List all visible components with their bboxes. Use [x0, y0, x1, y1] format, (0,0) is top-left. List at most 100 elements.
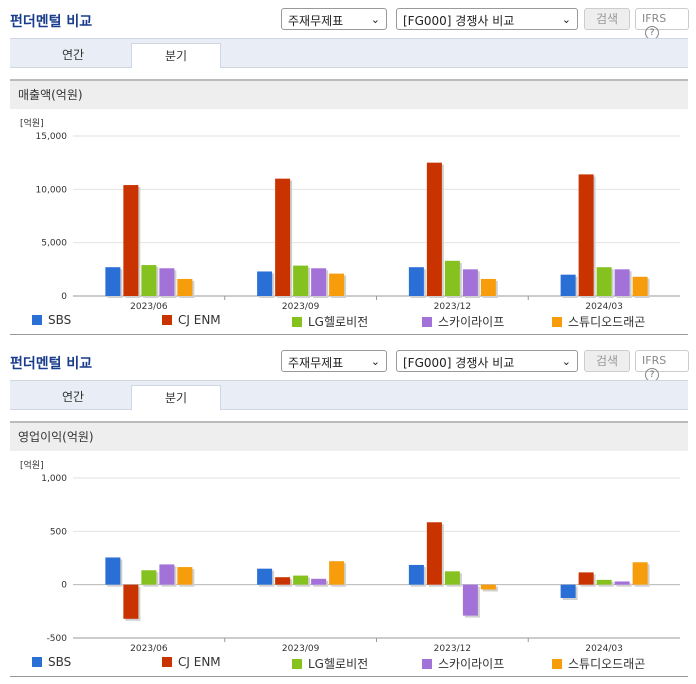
legend-item: 스카이라이프 [422, 313, 504, 330]
bar [177, 567, 193, 585]
bar [614, 581, 630, 585]
bar [275, 178, 291, 296]
bar [596, 267, 612, 296]
legend-swatch [292, 317, 302, 327]
chevron-down-icon: ⌄ [561, 355, 571, 368]
tab-annual[interactable]: 연간 [61, 48, 85, 62]
legend-label: SBS [48, 313, 72, 327]
legend-item: 스튜디오드래곤 [552, 313, 645, 330]
x-tick-label: 2023/06 [130, 644, 168, 654]
tab-quarterly[interactable]: 분기 [131, 43, 221, 68]
bar [596, 579, 612, 585]
bar [426, 522, 442, 585]
legend-item: 스카이라이프 [422, 655, 504, 672]
bar [123, 584, 139, 619]
bar [275, 577, 291, 585]
x-tick-label: 2023/09 [282, 644, 320, 654]
bar [426, 162, 442, 296]
bar [614, 269, 630, 296]
bar [177, 278, 193, 296]
y-tick-label: 10,000 [36, 185, 68, 195]
legend-item: LG헬로비전 [292, 313, 368, 330]
bar-chart: [억원] 0 5,000 10,000 15,000 2023/06 2023/09 2023… [20, 117, 680, 312]
bar-shadow [616, 583, 632, 587]
x-tick-label: 2023/12 [434, 644, 471, 654]
bar [311, 268, 327, 296]
peer-select-value: [FG000] 경쟁사 비교 [403, 14, 515, 28]
tab-quarterly[interactable]: 분기 [131, 385, 221, 410]
bar [159, 564, 175, 585]
legend-label: CJ ENM [178, 655, 221, 669]
y-tick-label: 5,000 [41, 239, 67, 249]
bar [329, 561, 345, 585]
y-tick-label: 0 [61, 292, 67, 302]
legend-item: LG헬로비전 [292, 655, 368, 672]
chevron-down-icon: ⌄ [561, 13, 571, 26]
statement-select-value: 주재무제표 [288, 14, 344, 28]
unit-label: [억원] [20, 459, 44, 471]
search-button[interactable]: 검색 [584, 350, 630, 372]
y-tick-label: 500 [50, 527, 67, 537]
x-tick-label: 2023/09 [282, 302, 320, 312]
statement-select[interactable]: 주재무제표 ⌄ [281, 350, 387, 372]
bar [105, 267, 121, 296]
bar-chart: [억원] -500 0 500 1,000 2023/06 2023/09 2023/12 20… [20, 459, 680, 654]
bar [105, 557, 121, 585]
bar [159, 268, 175, 296]
statement-select-value: 주재무제표 [288, 356, 344, 370]
bar [560, 274, 576, 296]
legend-label: 스튜디오드래곤 [568, 315, 646, 329]
peer-select[interactable]: [FG000] 경쟁사 비교 ⌄ [396, 350, 578, 372]
ifrs-label: IFRS [642, 12, 667, 25]
chart-section-title: 매출액(억원) [10, 79, 688, 109]
panel-header: 펀더멘털 비교 주재무제표 ⌄ [FG000] 경쟁사 비교 ⌄ 검색 IFRS… [0, 0, 696, 40]
chevron-down-icon: ⌄ [370, 13, 380, 26]
legend-label: 스카이라이프 [438, 315, 505, 329]
bar [329, 273, 345, 296]
legend-swatch [32, 315, 42, 325]
bar [560, 584, 576, 598]
legend-item: SBS [32, 655, 71, 669]
legend-item: 스튜디오드래곤 [552, 655, 645, 672]
ifrs-label: IFRS [642, 354, 667, 367]
y-tick-label: -500 [47, 634, 68, 644]
legend-label: 스카이라이프 [438, 657, 505, 671]
bar [632, 562, 648, 585]
tab-annual[interactable]: 연간 [61, 390, 85, 404]
bar [480, 584, 496, 590]
bar [293, 265, 309, 296]
bar [578, 174, 594, 296]
legend-label: SBS [48, 655, 72, 669]
panel-title: 펀더멘털 비교 [10, 356, 93, 372]
peer-select-value: [FG000] 경쟁사 비교 [403, 356, 515, 370]
bar [257, 568, 273, 585]
ifrs-help-button[interactable]: IFRS? [635, 8, 689, 40]
bar [141, 265, 157, 296]
legend-swatch [162, 315, 172, 325]
y-tick-label: 15,000 [36, 132, 68, 142]
panel-title: 펀더멘털 비교 [10, 14, 93, 30]
search-button[interactable]: 검색 [584, 8, 630, 30]
x-tick-label: 2023/06 [130, 302, 168, 312]
legend-label: CJ ENM [178, 313, 221, 327]
bar [311, 578, 327, 585]
panel-header: 펀더멘털 비교 주재무제표 ⌄ [FG000] 경쟁사 비교 ⌄ 검색 IFRS… [0, 342, 696, 382]
bar [257, 271, 273, 296]
chart-legend: SBS CJ ENM LG헬로비전 스카이라이프 스튜디오드래곤 [0, 313, 696, 331]
bar [293, 575, 309, 585]
ifrs-help-button[interactable]: IFRS? [635, 350, 689, 382]
x-tick-label: 2024/03 [585, 644, 622, 654]
statement-select[interactable]: 주재무제표 ⌄ [281, 8, 387, 30]
bar [480, 278, 496, 296]
divider [10, 334, 688, 335]
legend-label: 스튜디오드래곤 [568, 657, 646, 671]
bar [141, 570, 157, 585]
x-tick-label: 2023/12 [434, 302, 471, 312]
x-tick-label: 2024/03 [585, 302, 622, 312]
legend-swatch [422, 659, 432, 669]
bar [578, 572, 594, 585]
legend-swatch [292, 659, 302, 669]
peer-select[interactable]: [FG000] 경쟁사 비교 ⌄ [396, 8, 578, 30]
bar [123, 185, 139, 296]
legend-swatch [552, 659, 562, 669]
